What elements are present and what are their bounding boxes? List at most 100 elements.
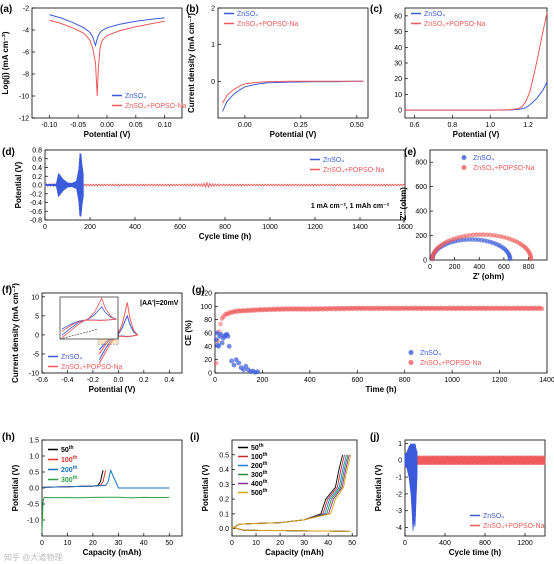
x-tick-label: 0 — [40, 540, 44, 547]
charge-curve-50 — [231, 454, 344, 529]
y-tick-label: 0.4 — [219, 467, 229, 474]
x-tick-label: 800 — [399, 377, 411, 384]
y-axis-label: Log(j) (mA cm⁻²) — [1, 31, 10, 94]
y-tick-label: -8 — [23, 72, 29, 79]
series-band-pop — [44, 181, 406, 189]
legend-superscript: th — [73, 465, 78, 471]
inset-curve-pop — [61, 297, 118, 339]
y-tick-label: -2 — [23, 6, 29, 13]
y-tick-label: -12 — [19, 116, 29, 123]
panel-letter: (a) — [0, 4, 12, 15]
y-tick-label: -0.2 — [30, 191, 42, 198]
legend-superscript: th — [263, 452, 268, 458]
x-tick-label: 10 — [64, 540, 72, 547]
panel-b: (b) 0.00 0.25 0.50 0 1 2 Potential (V) Current d… — [186, 4, 369, 139]
legend-label: 50th — [61, 445, 74, 454]
x-tick-label: 0.00 — [100, 122, 114, 129]
x-tick-label: 20 — [89, 540, 97, 547]
y-tick-label: 200 — [415, 233, 427, 240]
x-tick-label: -0.6 — [36, 377, 48, 384]
y-tick-label: 2 — [211, 6, 215, 13]
legend-superscript: th — [263, 488, 268, 494]
y-tick-label: 20 — [394, 76, 402, 83]
y-axis-label: Potential (V) — [201, 464, 210, 511]
y-tick-label: 0 — [208, 371, 212, 378]
ce-point-zn — [233, 357, 239, 363]
x-tick-label: 30 — [300, 540, 308, 547]
panel-letter: (h) — [2, 432, 15, 443]
panel-letter: (b) — [186, 4, 199, 15]
voltage-profile-200 — [41, 468, 170, 489]
charge-curve-500 — [231, 454, 352, 529]
legend-label: ZnSO₄ — [424, 11, 445, 18]
legend-label: ZnSO₄ — [473, 155, 494, 162]
x-tick-label: 50 — [165, 540, 173, 547]
y-tick-label: 800 — [415, 160, 427, 167]
charge-curve-200 — [231, 454, 347, 529]
x-axis-label: Time (h) — [366, 385, 397, 394]
x-tick-label: 0.6 — [410, 122, 420, 129]
panel-e: (e) 0 200 400 600 800 0 200 400 600 800 Z' (ohm) -Z'… — [399, 147, 548, 281]
series-line-pop — [49, 19, 165, 97]
ce-point-zn — [226, 343, 232, 349]
y-tick-label: 0.0 — [219, 526, 229, 533]
legend-label: ZnSO₄+POPSO-Na — [237, 21, 299, 28]
y-tick-label: 1.0 — [29, 454, 39, 461]
panel-g: (g) 0 200 400 600 800 1000 1200 1400 0 20 40 60 80 100… — [184, 285, 554, 394]
legend-label: 500th — [251, 488, 267, 497]
x-tick-label: 0.2 — [139, 377, 149, 384]
plot-area — [41, 468, 170, 533]
legend-marker — [408, 360, 414, 365]
x-tick-label: 0.00 — [238, 122, 252, 129]
plot-area — [213, 305, 545, 375]
ce-point-zn — [213, 337, 219, 343]
x-tick-label: 1.2 — [523, 122, 533, 129]
y-tick-label: -10 — [29, 371, 39, 378]
y-tick-label: 0 — [35, 332, 39, 339]
y-axis-label: -Z'' (ohm) — [399, 187, 408, 223]
y-tick-label: -6 — [23, 50, 29, 57]
plot-area — [405, 12, 548, 111]
legend-label: ZnSO₄+POPSO-Na — [483, 523, 545, 530]
ce-point-zn — [236, 360, 242, 366]
y-tick-label: 0.2 — [32, 174, 42, 181]
y-tick-label: 0.0 — [29, 486, 39, 493]
condition-annotation: 1 mA cm⁻², 1 mAh cm⁻² — [311, 203, 390, 210]
y-tick-label: 5 — [35, 313, 39, 320]
x-tick-label: -0.4 — [61, 377, 73, 384]
plot-frame — [217, 7, 369, 119]
y-tick-label: 0 — [211, 79, 215, 86]
x-tick-label: 50 — [348, 540, 356, 547]
y-tick-label: -0.8 — [30, 218, 42, 225]
y-tick-label: 0 — [398, 108, 402, 115]
y-tick-label: 0.0 — [32, 183, 42, 190]
panel-f: (f) -0.6 -0.4 -0.2 0.0 0.2 0.4 -10 -5 0 5 10 Potenti… — [2, 283, 183, 394]
legend-label: ZnSO₄ — [323, 157, 344, 164]
x-axis-label: Capacity (mAh) — [83, 548, 142, 557]
panel-c: (c) 0.6 0.8 1.0 1.2 0 10 20 30 40 50 60 Potential (V… — [370, 4, 548, 139]
series-line-pop — [405, 12, 548, 111]
x-axis-label: Potential (V) — [270, 130, 317, 139]
y-tick-label: 0.4 — [32, 165, 42, 172]
y-tick-label: -0.6 — [30, 209, 42, 216]
x-tick-label: 600 — [498, 264, 510, 271]
legend-label: 300th — [61, 475, 77, 484]
x-tick-label: -0.2 — [87, 377, 99, 384]
legend-label: ZnSO₄+POPSO-Na — [323, 167, 385, 174]
y-tick-label: -3 — [396, 508, 402, 515]
x-tick-label: 1400 — [352, 224, 368, 231]
data-point-pop — [528, 256, 534, 262]
x-tick-label: 1200 — [517, 540, 533, 547]
y-tick-label: 80 — [204, 317, 212, 324]
legend-label: ZnSO₄ — [125, 93, 146, 100]
ce-point-zn — [255, 369, 261, 375]
y-axis-label: CE (%) — [184, 320, 193, 346]
plot-area — [231, 454, 352, 532]
panel-letter: (i) — [190, 432, 199, 443]
x-tick-label: 0.0 — [113, 377, 123, 384]
x-tick-label: 800 — [523, 264, 535, 271]
x-tick-label: 1200 — [307, 224, 323, 231]
y-tick-label: 0 — [398, 458, 402, 465]
x-tick-label: 800 — [219, 224, 231, 231]
